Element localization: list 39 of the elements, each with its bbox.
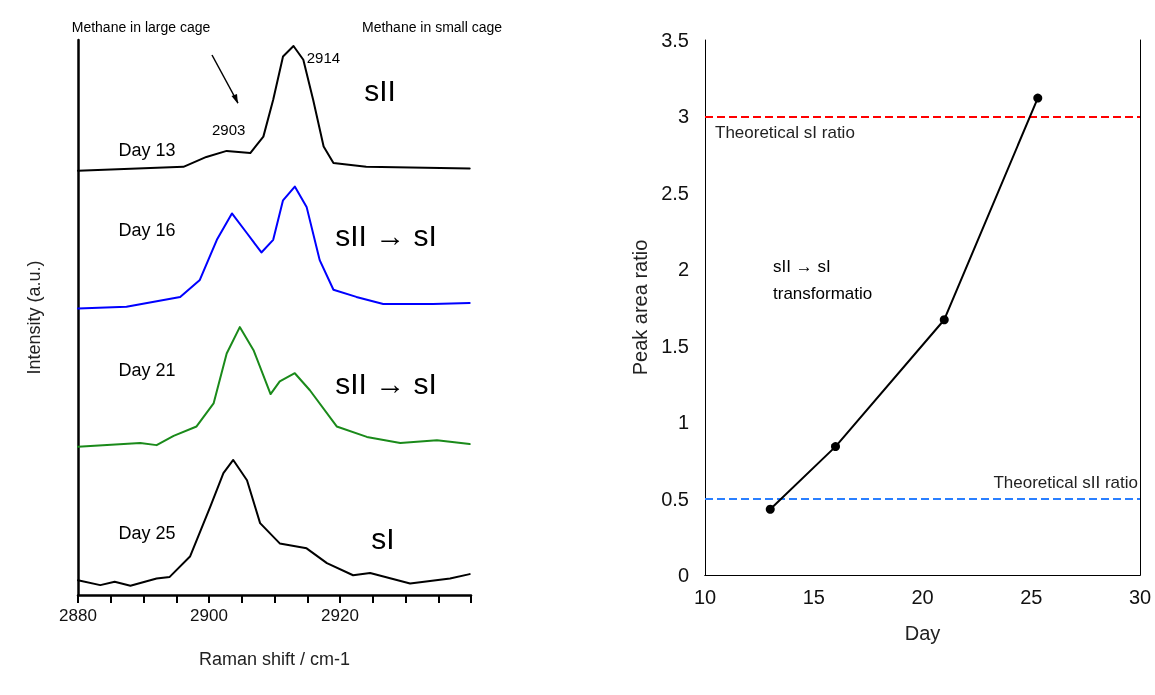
x-tick-label: 10 xyxy=(693,586,717,608)
point xyxy=(1033,93,1043,103)
x-tick-label: 30 xyxy=(1128,586,1152,608)
point xyxy=(831,442,840,452)
annotation: 2903 xyxy=(211,120,246,138)
text: Day 21 xyxy=(118,360,176,380)
text: Methane in large cage xyxy=(71,19,211,35)
series-label: Day 25 xyxy=(118,523,176,543)
x-tick-label: 20 xyxy=(911,586,934,608)
annotation: 2914 xyxy=(306,49,341,67)
annotation: sII → sI xyxy=(335,218,437,252)
y-tick-label: 1.5 xyxy=(661,334,689,357)
y-tick-label: 0 xyxy=(677,564,689,586)
x-tick-label: 2880 xyxy=(59,606,97,625)
annotation: sII → sI xyxy=(335,366,437,400)
ref-line-label: Theoretical sI ratio xyxy=(715,123,855,143)
y-tick-label: 3.5 xyxy=(661,29,689,51)
x-tick-label: 2900 xyxy=(190,606,228,625)
ref-line-label: Theoretical sII ratio xyxy=(993,472,1138,492)
y-tick-label: 2.5 xyxy=(661,181,689,204)
text: Day 16 xyxy=(118,220,176,240)
x-tick-label: 2920 xyxy=(321,606,359,625)
y-tick-label: 2 xyxy=(677,258,689,281)
x-tick-label: 25 xyxy=(1020,586,1043,608)
y-tick-label: 1 xyxy=(677,411,689,434)
y-tick-label: 3 xyxy=(677,105,689,128)
annotation: sII → sI transformatio xyxy=(773,257,873,303)
point xyxy=(765,504,775,514)
annotation: sI xyxy=(371,521,395,555)
text: Methane in small cage xyxy=(361,19,503,35)
x-axis-title: Day xyxy=(904,622,941,644)
x-tick-label: 15 xyxy=(802,586,825,608)
series-label: Day 13 xyxy=(118,140,176,160)
point xyxy=(939,315,949,325)
y-axis-title: Peak area ratio xyxy=(629,239,651,376)
x-axis-title: Raman shift / cm-1 xyxy=(198,649,351,669)
annotation: sII xyxy=(364,73,396,107)
y-axis-title: Intensity (a.u.) xyxy=(24,260,44,375)
y-tick-label: 0.5 xyxy=(661,487,689,510)
